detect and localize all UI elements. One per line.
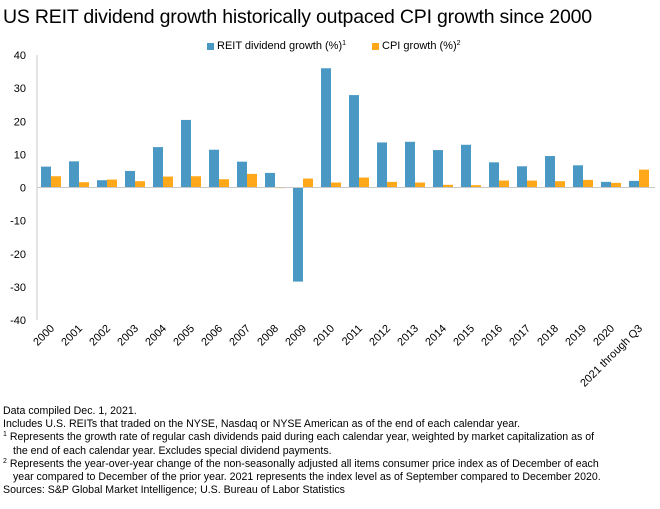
- y-tick-label: -20: [10, 249, 26, 261]
- legend-label-cpi: CPI growth (%)2: [382, 40, 461, 52]
- cpi-bar-2018: [555, 181, 565, 188]
- footnote-2: 2 Represents the year-over-year change o…: [3, 457, 599, 470]
- chart-legend: REIT dividend growth (%)1 CPI growth (%)…: [207, 40, 461, 52]
- cpi-bar-2013: [415, 182, 425, 188]
- legend-swatch-cpi: [372, 42, 380, 50]
- x-tick-label: 2012: [367, 323, 393, 349]
- cpi-bar-2006: [219, 179, 229, 188]
- x-tick-label: 2018: [535, 323, 561, 349]
- y-tick-label: 40: [14, 50, 26, 62]
- y-tick-label: 0: [20, 183, 26, 195]
- reit-bar-2008: [265, 172, 275, 188]
- cpi-bar-2017: [527, 180, 537, 188]
- cpi-bar-2009: [303, 178, 313, 188]
- x-tick-label: 2000: [31, 323, 57, 349]
- x-tick-label: 2002: [87, 323, 113, 349]
- x-tick-label: 2010: [311, 323, 337, 349]
- note-date: Data compiled Dec. 1, 2021.: [3, 405, 137, 417]
- x-tick-label: 2006: [199, 323, 225, 349]
- bars: [41, 68, 649, 282]
- cpi-bar-2014: [443, 184, 453, 188]
- y-tick-label: 30: [14, 83, 26, 95]
- reit-bar-2000: [41, 166, 51, 188]
- cpi-bar-2015: [471, 185, 481, 188]
- x-tick-label: 2001: [59, 323, 85, 349]
- y-tick-label: 20: [14, 116, 26, 128]
- cpi-bar-2010: [331, 182, 341, 188]
- cpi-bar-2005: [191, 176, 201, 188]
- x-tick-label: 2005: [171, 323, 197, 349]
- reit-bar-2011: [349, 95, 359, 188]
- x-axis-ticks: 2000 2001 2002 2003 2004 2005 2006 2007 2008 2009…: [31, 323, 645, 390]
- reit-bar-2013: [405, 141, 415, 188]
- legend-swatch-reit: [207, 42, 214, 50]
- cpi-bar-2021-through-Q3: [639, 169, 649, 188]
- x-tick-label: 2009: [283, 323, 309, 349]
- reit-bar-2019: [573, 165, 583, 188]
- reit-bar-2014: [433, 150, 443, 188]
- x-tick-label: 2008: [255, 323, 281, 349]
- note-scope: Includes U.S. REITs that traded on the N…: [3, 418, 521, 431]
- reit-bar-2021-through-Q3: [629, 180, 639, 188]
- x-tick-label: 2020: [591, 323, 617, 349]
- legend-label-reit: REIT dividend growth (%)1: [217, 40, 347, 52]
- reit-bar-2018: [545, 156, 555, 188]
- reit-bar-2001: [69, 161, 79, 188]
- reit-bar-2015: [461, 144, 471, 188]
- cpi-bar-2002: [107, 179, 117, 188]
- cpi-bar-2020: [611, 182, 621, 188]
- cpi-bar-2019: [583, 179, 593, 188]
- note-sources: Sources: S&P Global Market Intelligence;…: [3, 484, 345, 497]
- y-tick-label: -30: [10, 282, 26, 294]
- reit-bar-2005: [181, 119, 191, 188]
- x-tick-label: 2013: [395, 323, 421, 349]
- x-tick-label: 2014: [423, 323, 449, 349]
- reit-bar-2012: [377, 142, 387, 188]
- footnote-1: 1 Represents the growth rate of regular …: [3, 431, 595, 444]
- x-tick-label: 2007: [227, 323, 253, 349]
- reit-bar-2020: [601, 181, 611, 188]
- x-tick-label: 2003: [115, 323, 141, 349]
- y-axis-ticks: 40 30 20 10 0 -10 -20 -30 -40: [10, 50, 26, 327]
- cpi-bar-2003: [135, 181, 145, 188]
- cpi-bar-2016: [499, 180, 509, 188]
- reit-bar-2004: [153, 147, 163, 188]
- x-tick-label: 2015: [451, 323, 477, 349]
- footnote-2-cont: year compared to December of the prior y…: [13, 471, 601, 484]
- x-tick-label: 2016: [479, 323, 505, 349]
- x-tick-label: 2011: [340, 323, 365, 348]
- reit-bar-2003: [125, 170, 135, 188]
- reit-bar-2006: [209, 149, 219, 188]
- x-tick-label: 2019: [563, 323, 589, 349]
- reit-bar-2009: [293, 187, 303, 282]
- y-tick-label: -40: [10, 315, 26, 327]
- cpi-bar-2000: [51, 176, 61, 188]
- x-tick-label: 2017: [507, 323, 533, 349]
- cpi-bar-2001: [79, 182, 89, 188]
- reit-bar-2010: [321, 68, 331, 188]
- reit-bar-2017: [517, 166, 527, 188]
- reit-bar-2007: [237, 161, 247, 188]
- reit-bar-2002: [97, 180, 107, 188]
- legend-item-reit: REIT dividend growth (%)1: [207, 40, 346, 52]
- chart-title: US REIT dividend growth historically out…: [3, 6, 592, 28]
- cpi-bar-2011: [359, 177, 369, 188]
- reit-bar-2016: [489, 162, 499, 188]
- y-tick-label: 10: [14, 149, 26, 161]
- footnotes: Data compiled Dec. 1, 2021. Includes U.S…: [3, 405, 658, 497]
- y-tick-label: -10: [10, 216, 26, 228]
- footnote-1-cont: the end of each calendar year. Excludes …: [13, 444, 332, 457]
- cpi-bar-2007: [247, 173, 257, 188]
- cpi-bar-2012: [387, 181, 397, 188]
- cpi-bar-2004: [163, 176, 173, 188]
- legend-item-cpi: CPI growth (%)2: [372, 40, 461, 52]
- x-tick-label: 2004: [143, 323, 169, 349]
